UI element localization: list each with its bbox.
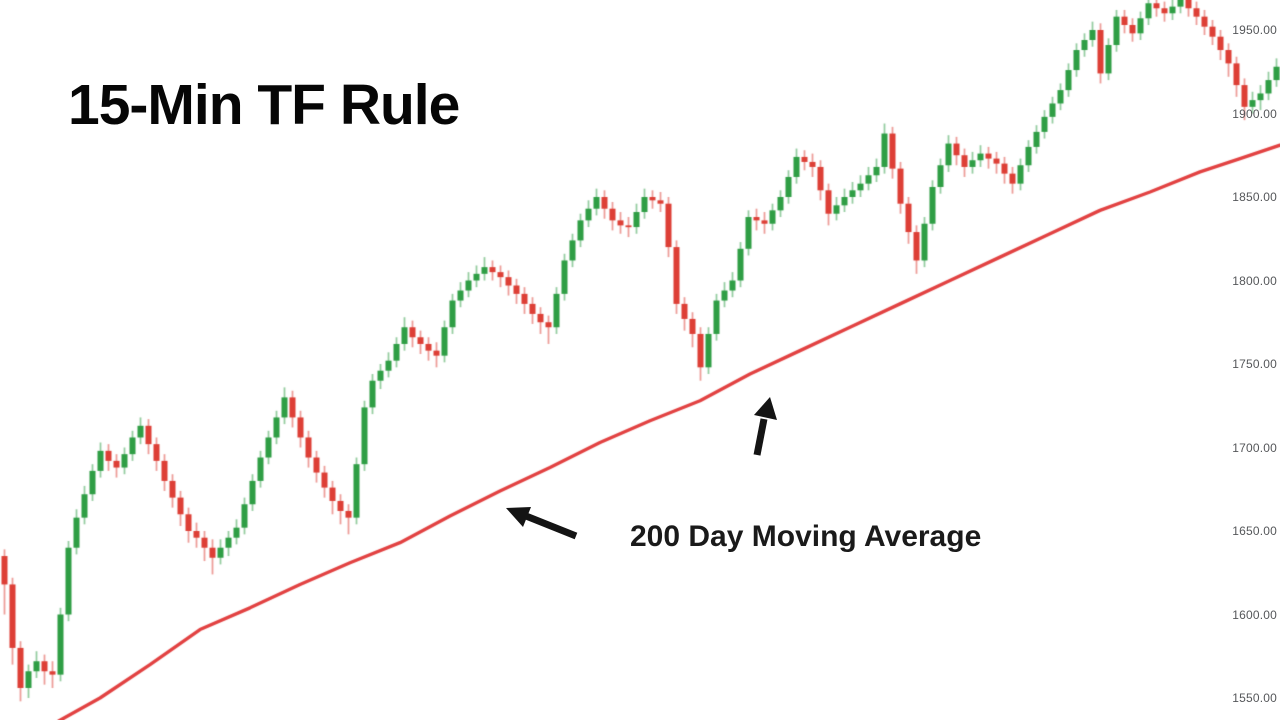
ma-annotation-label: 200 Day Moving Average bbox=[630, 520, 982, 553]
y-axis-label: 1650.00 bbox=[1232, 524, 1277, 538]
diagonal-arrow-icon bbox=[500, 498, 584, 546]
y-axis-label: 1550.00 bbox=[1232, 691, 1277, 705]
y-axis-label: 1750.00 bbox=[1232, 357, 1277, 371]
y-axis-label: 1850.00 bbox=[1232, 190, 1277, 204]
y-axis-label: 1950.00 bbox=[1232, 23, 1277, 37]
y-axis-label: 1700.00 bbox=[1232, 440, 1277, 455]
y-axis-label: 1800.00 bbox=[1232, 273, 1277, 288]
page-title: 15-Min TF Rule bbox=[68, 73, 460, 137]
y-axis-label: 1600.00 bbox=[1232, 607, 1277, 622]
up-arrow-icon bbox=[737, 393, 789, 461]
price-axis: 1950.00 1900.00 1850.00 1800.00 1750.00 1700.… bbox=[1220, 0, 1280, 720]
y-axis-label: 1900.00 bbox=[1232, 106, 1277, 121]
